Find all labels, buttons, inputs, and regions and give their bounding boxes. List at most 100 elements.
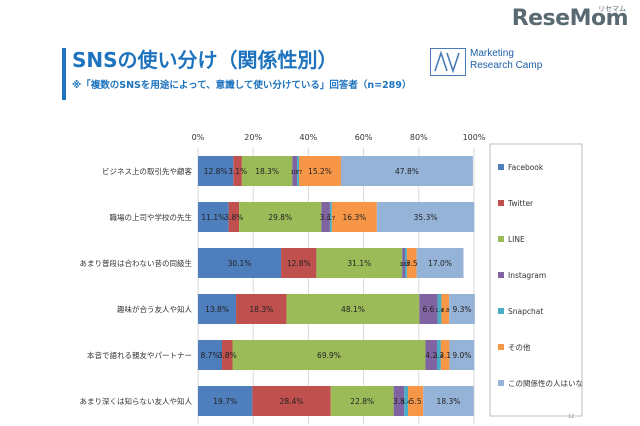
category-label: 趣味が合う友人や知人 (117, 304, 192, 314)
category-label: 本音で語れる親友やパートナー (87, 350, 192, 360)
data-label: 8.7% (200, 351, 219, 360)
legend-swatch-5 (498, 344, 504, 350)
legend-label: Snapchat (508, 307, 543, 316)
brand-name: ReseMom (511, 6, 629, 31)
data-label: 9.0% (452, 351, 471, 360)
data-label: 18.3% (249, 305, 273, 314)
bar-2-3 (286, 294, 420, 324)
data-label: 22.8% (350, 397, 374, 406)
bar-0-0 (198, 156, 234, 186)
data-label: 28.4% (280, 397, 304, 406)
data-label: 48.1% (341, 305, 365, 314)
x-tick-label: 20% (244, 133, 262, 142)
data-label: 1.7 (290, 170, 299, 176)
bar-2-0 (241, 156, 293, 186)
category-label: ビジネス上の取引先や顧客 (102, 166, 192, 176)
data-label: 35.3% (414, 213, 438, 222)
data-label: 31.1% (347, 259, 371, 268)
bar-5-5 (408, 386, 424, 416)
data-label: 18.3% (437, 397, 461, 406)
category-label: 職場の上司や学校の先生 (110, 212, 193, 222)
bar-5-4 (440, 340, 450, 370)
slide-title: SNSの使い分け（関係性別） (72, 48, 338, 72)
bar-2-4 (232, 340, 426, 370)
bar-4-5 (404, 386, 409, 416)
data-label: 2.8 (441, 308, 450, 314)
bar-2-2 (316, 248, 403, 278)
data-label: 12.8% (287, 259, 311, 268)
bar-4-2 (405, 248, 407, 278)
mrc-line-1: Marketing (470, 48, 514, 59)
data-label: 1.4 (435, 308, 444, 314)
mrc-line-2: Research Camp (470, 60, 543, 71)
brand-subtext: リセマム (598, 5, 626, 13)
data-label: 13.8% (205, 305, 229, 314)
legend-label: Instagram (508, 271, 546, 280)
bar-1-5 (252, 386, 331, 416)
legend-swatch-4 (498, 308, 504, 314)
x-tick-label: 40% (300, 133, 318, 142)
data-label: 17.0% (428, 259, 452, 268)
legend-swatch-6 (498, 380, 504, 386)
page-number: 12 (568, 414, 574, 420)
data-label: 47.8% (395, 167, 419, 176)
data-label: 30.1% (228, 259, 252, 268)
legend-swatch-3 (498, 272, 504, 278)
bar-0-2 (198, 248, 282, 278)
bar-1-0 (233, 156, 242, 186)
bar-3-5 (393, 386, 405, 416)
x-tick-label: 0% (192, 133, 205, 142)
data-label: 4.2 (425, 351, 437, 360)
bar-5-2 (406, 248, 417, 278)
category-label: あまり深くは知らない友人や知人 (80, 396, 193, 406)
bar-3-1 (321, 202, 330, 232)
data-label: 3.8% (224, 213, 243, 222)
data-label: 19.7% (213, 397, 237, 406)
bar-2-1 (239, 202, 322, 232)
bar-6-1 (376, 202, 475, 232)
x-tick-label: 60% (355, 133, 373, 142)
legend-label: この関係性の人はいない (508, 378, 584, 388)
bar-0-3 (198, 294, 237, 324)
bar-6-0 (340, 156, 473, 186)
data-label: 3.8 (393, 397, 405, 406)
bar-4-3 (437, 294, 442, 324)
title-accent-bar (62, 48, 66, 100)
bar-5-3 (441, 294, 450, 324)
legend-box (489, 143, 583, 417)
bar-2-5 (330, 386, 394, 416)
data-label: 3.1 (439, 351, 451, 360)
data-label: 3.8% (218, 351, 237, 360)
data-label: 3.1% (228, 167, 247, 176)
data-label: 1.4 (435, 354, 444, 360)
data-label: 0.7 (327, 216, 336, 222)
mrc-logo-text: Marketing Research Camp (470, 48, 542, 72)
slide-subtitle: ※「複数のSNSを用途によって、意識して使い分けている」回答者（n=289） (72, 80, 412, 91)
bar-3-2 (402, 248, 405, 278)
bar-0-1 (198, 202, 229, 232)
data-label: 69.9% (317, 351, 341, 360)
data-label: 29.8% (268, 213, 292, 222)
bar-5-1 (331, 202, 377, 232)
data-label: 1.4 (402, 400, 411, 406)
data-label: 9.3% (452, 305, 471, 314)
bar-6-2 (416, 248, 464, 278)
bar-4-0 (297, 156, 300, 186)
data-label: 6.6 (422, 305, 434, 314)
bar-0-4 (198, 340, 223, 370)
bar-1-3 (236, 294, 287, 324)
data-label: 0.7 (402, 262, 411, 268)
bar-4-1 (329, 202, 332, 232)
mrc-logo-mark (430, 48, 466, 76)
legend-label: LINE (508, 235, 525, 244)
x-tick-label: 80% (410, 133, 428, 142)
category-label: あまり普段は合わない昔の同級生 (80, 258, 193, 268)
data-label: 15.2% (308, 167, 332, 176)
data-label: 0.7 (294, 170, 303, 176)
bar-4-4 (437, 340, 441, 370)
bar-3-3 (419, 294, 438, 324)
bar-6-3 (449, 294, 475, 324)
data-label: 12.8% (204, 167, 228, 176)
legend-label: Twitter (507, 199, 534, 208)
data-label: 18.3% (255, 167, 279, 176)
